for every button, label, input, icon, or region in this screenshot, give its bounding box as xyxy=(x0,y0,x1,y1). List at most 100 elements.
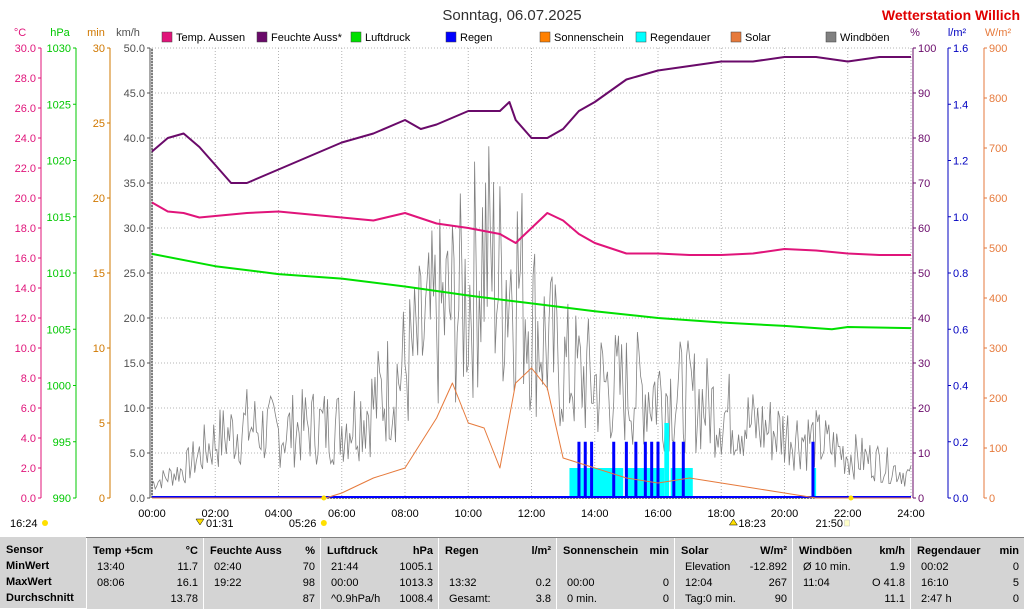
kmh-tick-label: 50.0 xyxy=(124,43,145,55)
stat-cell: Ø 10 min. 1.9 xyxy=(793,559,911,575)
temp-tick-label: 8.0 xyxy=(21,373,36,385)
stat-cell: 87 xyxy=(204,591,321,607)
x-tick-label: 02:00 xyxy=(201,508,229,520)
stat-cell: 19:22 98 xyxy=(204,575,321,591)
stat-cell: Elevation -12.892 xyxy=(675,559,793,575)
stat-cell: 08:06 16.1 xyxy=(87,575,204,591)
stat-cell: Gesamt: 3.8 xyxy=(439,591,557,607)
kmh-tick-label: 30.0 xyxy=(124,223,145,235)
regen-bar xyxy=(590,441,594,498)
stat-header-value: hPa xyxy=(412,545,433,557)
stat-header-label: Luftdruck xyxy=(327,545,378,557)
kmh-tick-label: 25.0 xyxy=(124,268,145,280)
kmh-tick-label: 40.0 xyxy=(124,133,145,145)
regen-bar xyxy=(656,441,660,498)
stat-cell-value: O 41.8 xyxy=(871,577,905,589)
rain-tick-label: 0.4 xyxy=(953,381,968,393)
pct-tick-label: 30 xyxy=(918,358,930,370)
pct-tick-label: 10 xyxy=(918,448,930,460)
right-unit-label: % xyxy=(910,27,920,39)
legend-swatch xyxy=(350,31,362,43)
stat-cell: 12:04 267 xyxy=(675,575,793,591)
solar-tick-label: 100 xyxy=(989,443,1007,455)
regen-bar xyxy=(650,441,654,498)
solar-tick-label: 700 xyxy=(989,143,1007,155)
stat-cell: 13:32 0.2 xyxy=(439,575,557,591)
rain-tick-label: 1.2 xyxy=(953,156,968,168)
stat-header-label: Regen xyxy=(445,545,479,557)
stat-cell-value: 70 xyxy=(302,561,315,573)
min-tick-label: 30 xyxy=(93,43,105,55)
hpa-tick-label: 1020 xyxy=(47,156,71,168)
kmh-tick-label: 35.0 xyxy=(124,178,145,190)
temp-tick-label: 12.0 xyxy=(15,313,36,325)
stat-header-label: Solar xyxy=(681,545,709,557)
stat-column-6: Windböen km/h Ø 10 min. 1.9 11:04 O 41.8 11.1 xyxy=(792,538,911,609)
x-tick-label: 16:00 xyxy=(644,508,672,520)
stat-header: Temp +5cm °C xyxy=(87,543,204,559)
rain-tick-label: 1.0 xyxy=(953,212,968,224)
hpa-tick-label: 1025 xyxy=(47,99,71,111)
solar-tick-label: 0 xyxy=(989,493,995,505)
stat-cell-label: 19:22 xyxy=(214,577,242,589)
left-unit-label: °C xyxy=(14,27,26,39)
regen-bar xyxy=(672,441,676,498)
min-tick-label: 20 xyxy=(93,193,105,205)
min-tick-label: 5 xyxy=(99,418,105,430)
stat-header: Sonnenschein min xyxy=(557,543,675,559)
row-label-min: MinWert xyxy=(6,560,50,572)
min-tick-label: 10 xyxy=(93,343,105,355)
stat-cell-value: 1.9 xyxy=(889,561,905,573)
row-label-max: MaxWert xyxy=(6,576,52,588)
pct-tick-label: 20 xyxy=(918,403,930,415)
stat-cell-value: 5 xyxy=(1012,577,1019,589)
temp-tick-label: 24.0 xyxy=(15,133,36,145)
x-tick-label: 20:00 xyxy=(771,508,799,520)
stat-cell: 02:40 70 xyxy=(204,559,321,575)
stat-header-value: km/h xyxy=(879,545,905,557)
sunset-dot-icon xyxy=(848,495,854,501)
pct-tick-label: 40 xyxy=(918,313,930,325)
stat-cell-label: 13:32 xyxy=(449,577,477,589)
gridlines xyxy=(151,47,912,499)
stat-column-0: Temp +5cm °C 13:40 11.7 08:06 16.1 13.78 xyxy=(86,538,204,609)
hpa-tick-label: 1000 xyxy=(47,381,71,393)
legend-swatch xyxy=(445,31,457,43)
left-unit-label: min xyxy=(87,27,105,39)
stat-header-value: min xyxy=(999,545,1019,557)
stat-cell: 00:00 0 xyxy=(557,575,675,591)
kmh-tick-label: 0.0 xyxy=(130,493,145,505)
legend-swatch xyxy=(730,31,742,43)
solar-tick-label: 300 xyxy=(989,343,1007,355)
stat-cell-value: 267 xyxy=(768,577,787,589)
rain-tick-label: 1.4 xyxy=(953,99,968,111)
pct-tick-label: 90 xyxy=(918,88,930,100)
stat-cell-label: Tag:0 min. xyxy=(685,593,736,605)
sunrise-dot-icon xyxy=(321,495,327,501)
stat-cell-value: 13.78 xyxy=(170,593,198,605)
stat-cell-label: 00:02 xyxy=(921,561,949,573)
x-tick-label: 10:00 xyxy=(454,508,482,520)
stat-cell-value: 0 xyxy=(1012,561,1019,573)
series-lines xyxy=(151,56,912,499)
stat-cell-label: 21:44 xyxy=(331,561,359,573)
axes: 00:00 02:00 04:00 06:00 08:00 10:00 12:00 14:00… xyxy=(14,27,1012,520)
pct-tick-label: 0 xyxy=(918,493,924,505)
temp-tick-label: 10.0 xyxy=(15,343,36,355)
regen-bar xyxy=(624,441,628,498)
stat-cell: ^0.9hPa/h 1008.4 xyxy=(321,591,439,607)
stat-header: Regendauer min xyxy=(911,543,1024,559)
solar-tick-label: 400 xyxy=(989,293,1007,305)
stat-column-7: Regendauer min 00:02 0 16:10 5 2:47 h 0 xyxy=(910,538,1024,609)
stat-header-value: % xyxy=(305,545,315,557)
series-solar xyxy=(152,367,911,499)
solar-tick-label: 900 xyxy=(989,43,1007,55)
temp-tick-label: 14.0 xyxy=(15,283,36,295)
stat-cell-label: 0 min. xyxy=(567,593,597,605)
solar-tick-label: 800 xyxy=(989,93,1007,105)
stat-column-2: Luftdruck hPa 21:44 1005.1 00:00 1013.3 ^0.9hP… xyxy=(320,538,439,609)
hpa-tick-label: 1010 xyxy=(47,268,71,280)
stat-column-1: Feuchte Auss% 02:40 70 19:22 98 87 xyxy=(203,538,321,609)
stat-cell: 0 min. 0 xyxy=(557,591,675,607)
stat-cell-value: 0 xyxy=(1012,593,1019,605)
